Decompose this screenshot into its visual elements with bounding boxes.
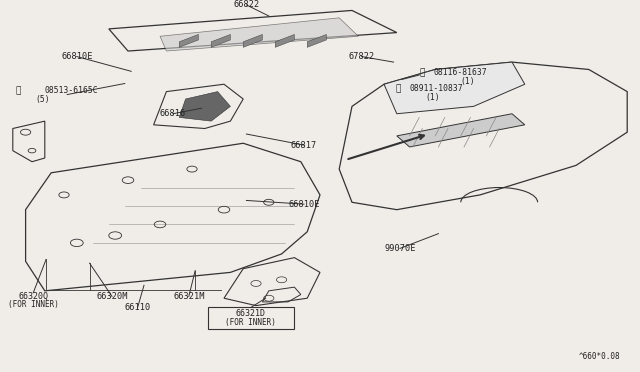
Text: 66810E: 66810E [61,52,93,61]
Text: 66321M: 66321M [173,292,205,301]
Text: 99070E: 99070E [384,244,416,253]
Text: (FOR INNER): (FOR INNER) [8,300,59,310]
Text: Ⓑ: Ⓑ [420,68,425,77]
Text: Ⓢ: Ⓢ [15,86,20,95]
Text: 08911-10837: 08911-10837 [410,84,463,93]
Text: 67822: 67822 [348,52,375,61]
Polygon shape [384,62,525,114]
Text: Ⓝ: Ⓝ [396,84,401,93]
Text: 66110: 66110 [124,303,151,312]
Text: 66816: 66816 [159,109,186,118]
Text: ^660*0.08: ^660*0.08 [579,352,621,361]
Polygon shape [275,35,294,47]
Text: 66320Q: 66320Q [19,292,48,301]
Polygon shape [243,35,262,47]
Polygon shape [211,35,230,47]
Polygon shape [397,114,525,147]
Polygon shape [160,18,358,51]
Text: 66320M: 66320M [96,292,128,301]
Polygon shape [179,92,230,121]
Text: 66822: 66822 [233,0,260,9]
Text: 08116-81637: 08116-81637 [434,68,488,77]
Text: (5): (5) [35,95,50,104]
Text: 66321D: 66321D [236,309,266,318]
Text: (1): (1) [426,93,440,102]
Text: 66817: 66817 [291,141,317,150]
Text: (1): (1) [461,77,476,86]
Text: 66810E: 66810E [288,200,320,209]
Polygon shape [179,35,198,47]
Polygon shape [307,35,326,47]
Text: (FOR INNER): (FOR INNER) [225,318,276,327]
Text: 08513-6165C: 08513-6165C [45,86,99,95]
